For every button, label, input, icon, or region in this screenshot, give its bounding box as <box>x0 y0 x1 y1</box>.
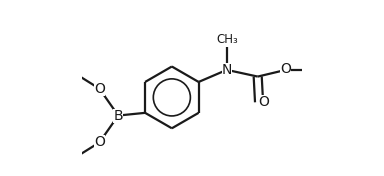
Text: B: B <box>113 109 123 122</box>
Text: O: O <box>94 82 105 96</box>
Text: O: O <box>258 95 269 109</box>
Text: O: O <box>94 135 105 149</box>
Text: CH₃: CH₃ <box>216 33 238 46</box>
Text: O: O <box>280 62 291 76</box>
Text: N: N <box>222 63 232 77</box>
